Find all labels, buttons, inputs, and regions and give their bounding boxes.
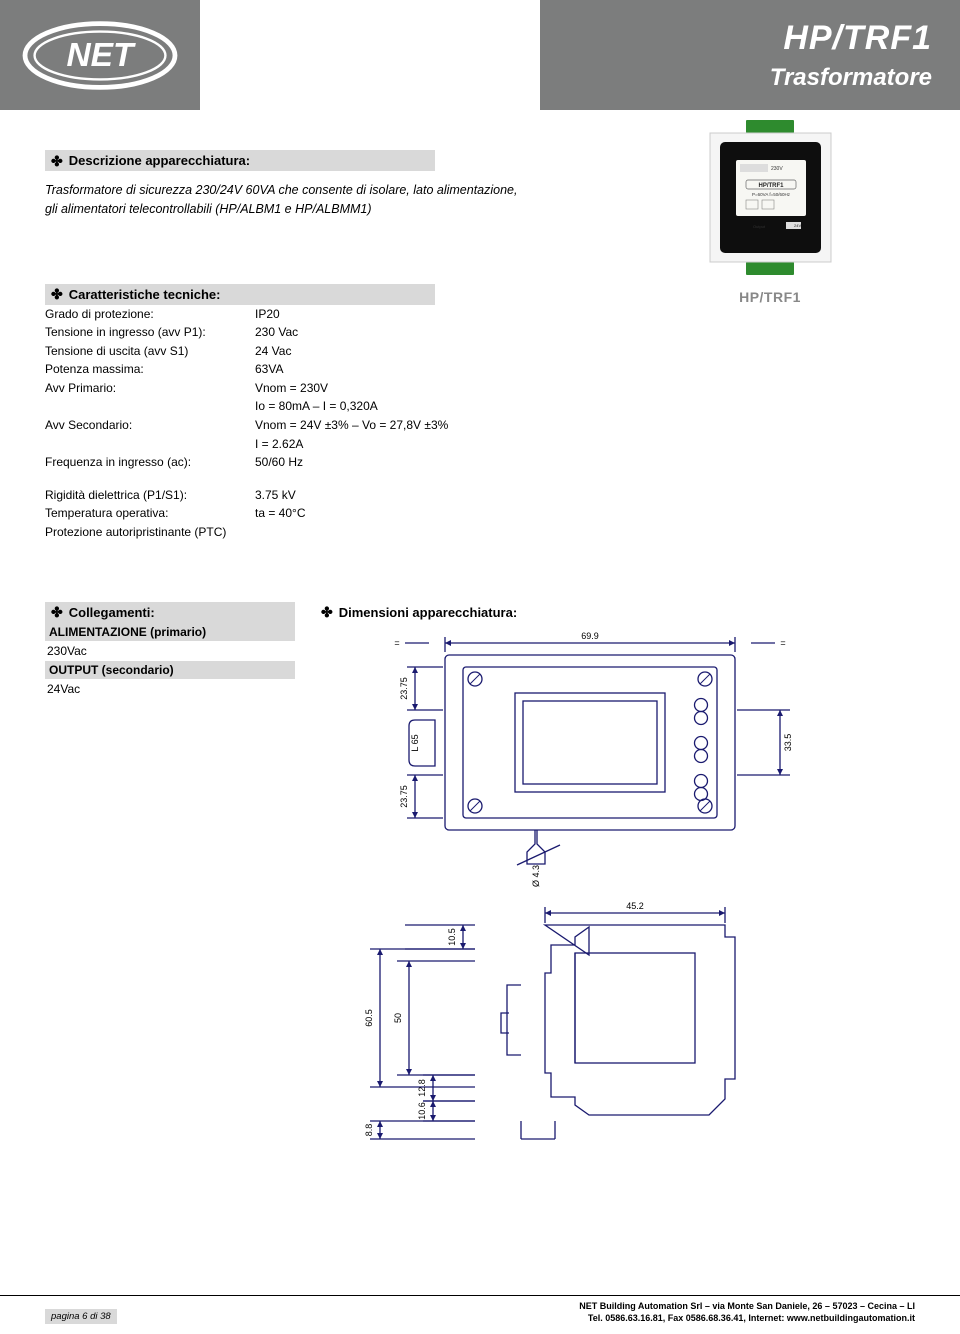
spec-row: Tensione in ingresso (avv P1):230 Vac: [45, 323, 915, 342]
spec-label: Avv Secondario:: [45, 416, 255, 435]
spec-value: I = 2.62A: [255, 435, 303, 454]
svg-text:60.5: 60.5: [364, 1009, 374, 1027]
svg-text:Output: Output: [753, 224, 766, 229]
spec-label: Rigidità dielettrica (P1/S1):: [45, 486, 255, 505]
description-body: Trasformatore di sicurezza 230/24V 60VA …: [45, 181, 525, 219]
svg-text:10.5: 10.5: [447, 928, 457, 946]
section-connections-title: Collegamenti:: [69, 605, 155, 620]
spec-row: Io = 80mA – I = 0,320A: [45, 397, 915, 416]
spec-label: Protezione autoripristinante (PTC): [45, 523, 255, 542]
spec-label: [45, 397, 255, 416]
footer-company-info: NET Building Automation Srl – via Monte …: [579, 1300, 915, 1324]
bullet-icon: ✤: [51, 605, 63, 619]
spec-value: Io = 80mA – I = 0,320A: [255, 397, 378, 416]
svg-text:Ø 4.3: Ø 4.3: [531, 865, 541, 887]
bullet-icon: ✤: [51, 287, 63, 301]
spec-row: Grado di protezione:IP20: [45, 305, 915, 324]
svg-text:12.8: 12.8: [417, 1079, 427, 1097]
svg-text:8.8: 8.8: [364, 1123, 374, 1136]
page-number: pagina 6 di 38: [45, 1309, 117, 1324]
spec-label: Tensione di uscita (avv S1): [45, 342, 255, 361]
svg-text:23.75: 23.75: [399, 785, 409, 808]
spec-label: Tensione in ingresso (avv P1):: [45, 323, 255, 342]
svg-text:L 65: L 65: [410, 734, 420, 751]
svg-text:23.75: 23.75: [399, 677, 409, 700]
spec-value: 50/60 Hz: [255, 453, 303, 472]
svg-text:50: 50: [393, 1013, 403, 1023]
svg-text:NET: NET: [67, 36, 137, 73]
footer-contact: Tel. 0586.63.16.81, Fax 0586.68.36.41, I…: [579, 1312, 915, 1324]
spec-value: 24 Vac: [255, 342, 291, 361]
spec-value: IP20: [255, 305, 280, 324]
connections-secondary-value: 24Vac: [45, 679, 315, 699]
spec-row: I = 2.62A: [45, 435, 915, 454]
section-description-title: Descrizione apparecchiatura:: [69, 153, 250, 168]
connections-primary-label: ALIMENTAZIONE (primario): [45, 623, 295, 641]
spec-row: Temperatura operativa:ta = 40°C: [45, 504, 915, 523]
spec-value: 63VA: [255, 360, 283, 379]
brand-logo: NET: [20, 18, 180, 93]
dimension-drawing: 69.9 = = L 65 23.75 23.75 33.5 Ø 4.3 45.2 10.5 60.…: [315, 625, 855, 1185]
svg-text:=: =: [394, 638, 399, 648]
model-code: HP/TRF1: [783, 19, 932, 58]
spec-value: Vnom = 230V: [255, 379, 328, 398]
section-dimensions-heading: ✤ Dimensioni apparecchiatura:: [315, 602, 915, 623]
footer-address: NET Building Automation Srl – via Monte …: [579, 1300, 915, 1312]
spec-value: Vnom = 24V ±3% – Vo = 27,8V ±3%: [255, 416, 448, 435]
svg-text:HP/TRF1: HP/TRF1: [758, 183, 784, 189]
spec-row: Protezione autoripristinante (PTC): [45, 523, 915, 542]
product-image-block: 230V HP/TRF1 P=60VA f=50/60Hz Output 24V…: [680, 120, 860, 305]
connections-block: ✤ Collegamenti: ALIMENTAZIONE (primario)…: [45, 602, 315, 1185]
spec-value: 230 Vac: [255, 323, 298, 342]
svg-text:24V: 24V: [794, 223, 801, 228]
spec-label: Frequenza in ingresso (ac):: [45, 453, 255, 472]
section-dimensions-title: Dimensioni apparecchiatura:: [339, 605, 517, 620]
svg-text:69.9: 69.9: [581, 631, 599, 641]
bullet-icon: ✤: [51, 154, 63, 168]
page-footer: pagina 6 di 38 NET Building Automation S…: [0, 1295, 960, 1324]
svg-text:33.5: 33.5: [783, 733, 793, 751]
logo-container: NET: [0, 0, 200, 110]
connections-primary-value: 230Vac: [45, 641, 315, 661]
section-connections-heading: ✤ Collegamenti:: [45, 602, 295, 623]
spec-label: Avv Primario:: [45, 379, 255, 398]
svg-text:230V: 230V: [771, 166, 783, 172]
bullet-icon: ✤: [321, 605, 333, 619]
dimensions-block: ✤ Dimensioni apparecchiatura: 69.9 = = L 65…: [315, 602, 915, 1185]
product-image-caption: HP/TRF1: [680, 289, 860, 305]
spec-row: Avv Primario:Vnom = 230V: [45, 379, 915, 398]
section-specs-heading: ✤ Caratteristiche tecniche:: [45, 284, 435, 305]
spec-label: Grado di protezione:: [45, 305, 255, 324]
spec-label: Potenza massima:: [45, 360, 255, 379]
spec-row: Potenza massima:63VA: [45, 360, 915, 379]
svg-text:=: =: [780, 638, 785, 648]
spec-row: Avv Secondario:Vnom = 24V ±3% – Vo = 27,…: [45, 416, 915, 435]
spec-row: Tensione di uscita (avv S1)24 Vac: [45, 342, 915, 361]
svg-text:P=60VA f=50/60Hz: P=60VA f=50/60Hz: [752, 192, 791, 197]
connections-secondary-label: OUTPUT (secondario): [45, 661, 295, 679]
spec-value: ta = 40°C: [255, 504, 306, 523]
spec-label: [45, 435, 255, 454]
title-block: HP/TRF1 Trasformatore: [540, 0, 960, 110]
spec-row: Rigidità dielettrica (P1/S1):3.75 kV: [45, 486, 915, 505]
spec-row: Frequenza in ingresso (ac):50/60 Hz: [45, 453, 915, 472]
spec-value: 3.75 kV: [255, 486, 296, 505]
spec-label: Temperatura operativa:: [45, 504, 255, 523]
svg-text:10.6: 10.6: [417, 1102, 427, 1120]
svg-text:45.2: 45.2: [626, 901, 644, 911]
section-description-heading: ✤ Descrizione apparecchiatura:: [45, 150, 435, 171]
section-specs-title: Caratteristiche tecniche:: [69, 287, 221, 302]
product-category: Trasformatore: [770, 64, 932, 92]
page-header: NET HP/TRF1 Trasformatore: [0, 0, 960, 110]
